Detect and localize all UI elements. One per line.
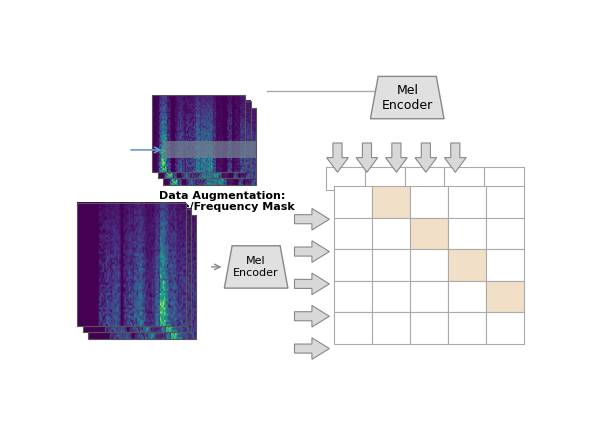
- Bar: [485, 312, 523, 344]
- Bar: [410, 281, 448, 312]
- Bar: [485, 218, 523, 249]
- Bar: [372, 186, 410, 218]
- Polygon shape: [294, 338, 329, 360]
- Bar: [485, 249, 523, 281]
- Bar: [448, 249, 485, 281]
- Polygon shape: [415, 143, 437, 172]
- Bar: [448, 186, 485, 218]
- Bar: [410, 312, 448, 344]
- Polygon shape: [327, 143, 348, 172]
- Bar: [334, 281, 372, 312]
- Polygon shape: [224, 246, 288, 288]
- Bar: [163, 107, 256, 184]
- Polygon shape: [385, 143, 407, 172]
- Bar: [157, 101, 250, 178]
- Polygon shape: [294, 241, 329, 262]
- Bar: [372, 281, 410, 312]
- Bar: [372, 249, 410, 281]
- Text: Mel
Encoder: Mel Encoder: [233, 256, 279, 278]
- Bar: [163, 141, 256, 158]
- Bar: [365, 167, 405, 190]
- Polygon shape: [371, 76, 444, 119]
- Bar: [152, 95, 245, 172]
- Bar: [410, 186, 448, 218]
- Bar: [485, 186, 523, 218]
- Bar: [88, 215, 197, 339]
- Bar: [410, 218, 448, 249]
- Bar: [484, 167, 523, 190]
- Bar: [77, 203, 186, 326]
- Bar: [372, 312, 410, 344]
- Bar: [448, 218, 485, 249]
- Bar: [334, 186, 372, 218]
- Bar: [334, 249, 372, 281]
- Polygon shape: [294, 306, 329, 327]
- Bar: [326, 167, 365, 190]
- Bar: [372, 218, 410, 249]
- Bar: [448, 312, 485, 344]
- Bar: [334, 312, 372, 344]
- Polygon shape: [294, 208, 329, 230]
- Polygon shape: [445, 143, 466, 172]
- Polygon shape: [356, 143, 378, 172]
- Text: Mel
Encoder: Mel Encoder: [382, 83, 433, 112]
- Bar: [445, 167, 484, 190]
- Polygon shape: [294, 273, 329, 295]
- Bar: [82, 209, 191, 333]
- Bar: [485, 281, 523, 312]
- Bar: [410, 249, 448, 281]
- Bar: [405, 167, 445, 190]
- Bar: [334, 218, 372, 249]
- Bar: [448, 281, 485, 312]
- Text: Data Augmentation:
Time/Frequency Mask: Data Augmentation: Time/Frequency Mask: [159, 191, 295, 212]
